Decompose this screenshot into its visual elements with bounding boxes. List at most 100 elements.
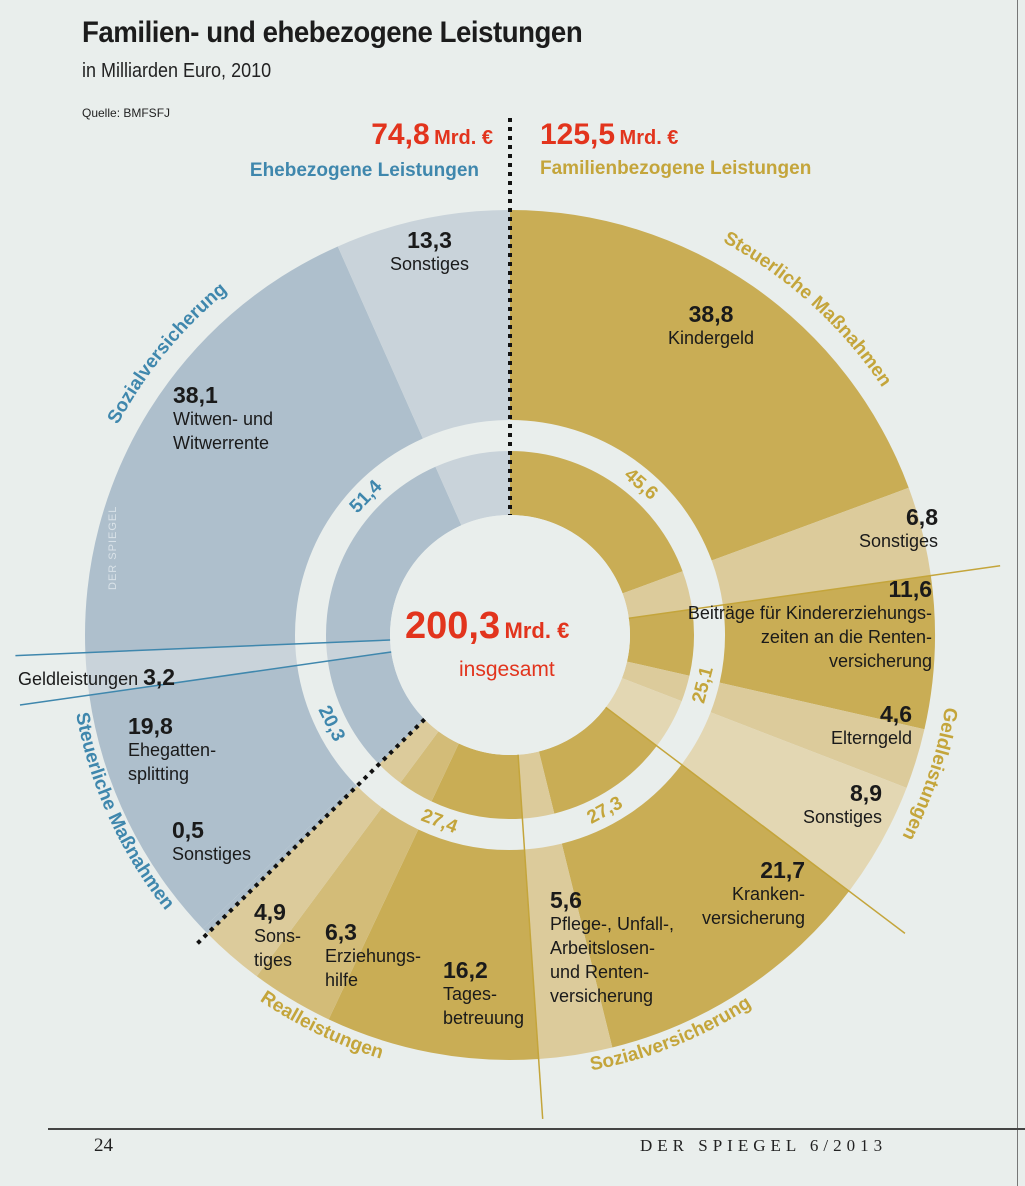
magazine-issue: DER SPIEGEL 6/2013 (640, 1136, 888, 1155)
item-value: 11,6 (888, 576, 933, 602)
item-description: Arbeitslosen- (550, 938, 656, 958)
chart-title: Familien- und ehebezogene Leistungen (82, 16, 583, 49)
item-value: 21,7 (760, 857, 805, 883)
familie-total: 125,5 Mrd. € (540, 118, 678, 152)
outer-slice-1-0 (719, 575, 935, 730)
center-circle (390, 515, 630, 755)
familie-total-value: 125,5 (540, 118, 616, 151)
outer-slice-3-1 (256, 807, 419, 1020)
item-label-pflege: 5,6 Pflege-, Unfall-, Arbeitslosen-und Ren… (550, 888, 674, 1008)
item-value: 3,2 (143, 664, 176, 690)
grand-total-label: insgesamt (459, 658, 555, 681)
item-value: 38,1 (173, 382, 218, 408)
inner-slice-6-1 (435, 451, 510, 526)
page-edge-rule (1017, 0, 1018, 1186)
divider-lines (15, 118, 1001, 1119)
item-value: 6,8 (906, 504, 938, 530)
item-label-ehe-geld: Geldleistungen 3,2 (18, 664, 175, 691)
inner-slice-2-0 (538, 707, 657, 814)
inner-slice-1-2 (605, 678, 682, 746)
item-value: 5,6 (550, 887, 582, 913)
inner-slice-1-1 (621, 661, 690, 702)
inner-slice-3-1 (400, 731, 459, 802)
group-divider-gold (605, 706, 906, 934)
item-description: Witwerrente (173, 433, 270, 453)
item-label-fam-sonst-geld: 8,9 Sonstiges (803, 781, 882, 829)
ehe-total: 74,8 Mrd. € (371, 118, 493, 152)
item-description: Sonstiges (858, 531, 938, 551)
group-divider-gold (628, 564, 1001, 619)
item-description: versicherung (828, 651, 932, 671)
item-label-kranken: 21,7 Kranken-versicherung (702, 858, 805, 930)
outer-ring (85, 210, 935, 1060)
item-description: Sons- (254, 926, 302, 946)
item-value: 8,9 (850, 780, 882, 806)
item-description: Elterngeld (830, 728, 912, 748)
item-value: 4,6 (880, 701, 912, 727)
outer-slice-5-0 (85, 643, 298, 696)
group-divider-gold (517, 754, 544, 1119)
item-description: Witwen- und (173, 409, 274, 429)
familie-total-unit: Mrd. € (619, 127, 679, 149)
page-number: 24 (94, 1135, 113, 1156)
item-value: 4,9 (254, 899, 286, 925)
item-description: Tages- (443, 984, 498, 1004)
inner-slice-2-1 (518, 751, 555, 819)
item-description: versicherung (701, 908, 805, 928)
outer-slice-2-0 (561, 764, 850, 1048)
outer-slice-1-1 (710, 682, 925, 788)
item-description: betreuung (443, 1008, 525, 1028)
item-description: Pflege-, Unfall-, (550, 914, 675, 934)
outer-slice-4-0 (202, 783, 357, 934)
item-description: Erziehungs- (325, 946, 422, 966)
item-value: 0,5 (172, 817, 204, 843)
chart-subtitle: in Milliarden Euro, 2010 (82, 60, 272, 82)
grand-total-value: 200,3 (405, 605, 501, 647)
grand-total: 200,3 Mrd. € (405, 605, 569, 648)
item-value: 38,8 (688, 301, 734, 327)
item-label-real-sonst: 4,9 Sons-tiges (254, 900, 301, 972)
item-description: Geldleistungen (18, 669, 144, 689)
outer-slice-6-1 (337, 210, 510, 439)
inner-slice-4-1 (327, 651, 424, 763)
chart-source: Quelle: BMFSFJ (82, 106, 171, 120)
ehe-half-label: Ehebezogene Leistungen (249, 160, 479, 181)
item-value: 6,3 (325, 919, 357, 945)
outer-slice-0-0 (510, 210, 909, 561)
item-description: tiges (254, 950, 293, 970)
outer-slice-4-1 (89, 665, 355, 929)
item-label-elterngeld: 4,6 Elterngeld (831, 702, 912, 750)
item-label-witwen: 38,1 Witwen- und Witwerrente (173, 383, 273, 455)
item-label-beitraege: 11,6 Beiträge für Kindererziehungs-zeiten… (688, 577, 932, 673)
item-description: zeiten an die Renten- (760, 627, 932, 647)
grand-total-unit: Mrd. € (504, 618, 570, 643)
item-description: splitting (128, 764, 190, 784)
item-description: Kindergeld (668, 328, 755, 348)
outer-slice-2-1 (524, 843, 613, 1060)
inner-slice-5-0 (326, 639, 392, 662)
item-description: Beiträge für Kindererziehungs- (687, 603, 932, 623)
item-description: versicherung (550, 986, 654, 1006)
footer-rule (48, 1128, 1025, 1130)
outer-slice-3-0 (328, 829, 539, 1060)
item-description: und Renten- (550, 962, 650, 982)
inner-slice-3-0 (431, 743, 523, 820)
inner-slice-0-1 (622, 571, 693, 619)
outer-slice-3-2 (207, 786, 382, 977)
inner-slice-0-0 (510, 451, 683, 594)
item-description: hilfe (325, 970, 359, 990)
outer-slice-1-2 (681, 712, 907, 892)
item-label-ehe-sonst-steuer: 0,5 Sonstiges (172, 818, 251, 866)
item-description: Ehegatten- (128, 740, 217, 760)
item-value: 13,3 (407, 227, 452, 253)
item-label-kindergeld: 38,8 Kindergeld (668, 302, 754, 350)
item-description: Sonstiges (172, 844, 252, 864)
item-value: 19,8 (128, 713, 173, 739)
item-description: Sonstiges (802, 807, 882, 827)
inner-ring (326, 451, 694, 820)
inner-slice-6-0 (326, 466, 462, 643)
group-divider-blue (19, 651, 392, 706)
item-label-erziehung: 6,3 Erziehungs-hilfe (325, 920, 421, 992)
item-label-tages: 16,2 Tages-betreuung (443, 958, 524, 1030)
